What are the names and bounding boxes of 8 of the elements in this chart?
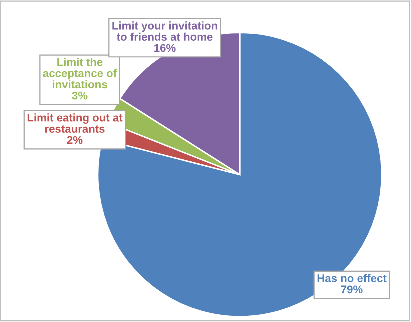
data-label: 16% — [154, 44, 176, 52]
data-label: 3% — [72, 92, 88, 100]
data-label: 79% — [341, 286, 363, 294]
slice-label: Limit your invitation to friends at home — [112, 22, 218, 41]
data-label: 2% — [67, 136, 83, 144]
slice-label: Limit eating out at restaurants — [28, 114, 123, 134]
slice-label: Has no effect — [318, 274, 387, 282]
slice-label: Limit the acceptance of invitations — [43, 58, 118, 89]
